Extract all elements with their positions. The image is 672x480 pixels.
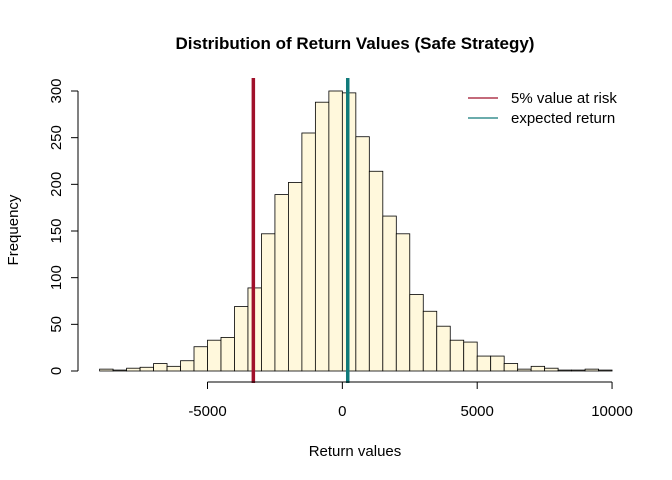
x-tick-label: 10000 <box>591 403 633 420</box>
histogram-bar <box>288 182 303 372</box>
x-tick-label: 5000 <box>461 403 494 420</box>
x-axis-label: Return values <box>309 443 402 460</box>
histogram-bar <box>234 306 249 372</box>
y-axis: 0 50 100 150 200 250 300 <box>48 78 79 375</box>
histogram-bar <box>503 363 519 372</box>
histogram-bar <box>261 233 276 372</box>
reference-lines <box>251 78 350 383</box>
histogram-bar <box>436 325 451 372</box>
histogram-bar <box>598 369 613 372</box>
histogram-bar <box>112 369 127 372</box>
x-axis: -5000 0 5000 10000 <box>188 381 633 420</box>
histogram-bar <box>166 365 181 372</box>
histogram-bar <box>328 90 343 372</box>
y-tick-label: 0 <box>48 367 65 375</box>
histogram-bar <box>126 367 141 372</box>
histogram-bar <box>490 355 505 372</box>
histogram-bar <box>544 367 559 372</box>
y-tick-label: 300 <box>48 78 65 103</box>
histogram-bar <box>301 132 316 372</box>
histogram-bar <box>449 339 465 372</box>
y-tick-label: 250 <box>48 125 65 150</box>
histogram-bar <box>153 363 168 372</box>
histogram-bar <box>368 170 384 372</box>
x-tick-label: 0 <box>338 403 346 420</box>
histogram-bar <box>517 368 532 372</box>
y-tick-label: 200 <box>48 172 65 197</box>
histogram-bar <box>314 101 330 372</box>
legend-label: 5% value at risk <box>511 90 617 107</box>
histogram-bar <box>530 365 546 372</box>
histogram-bar <box>557 369 572 372</box>
histogram-bar <box>355 136 370 372</box>
histogram-bar <box>571 369 586 372</box>
y-tick-label: 100 <box>48 265 65 290</box>
histogram-bar <box>180 360 195 372</box>
histogram-bars <box>99 90 613 372</box>
histogram-bar <box>476 355 492 372</box>
histogram-bar <box>220 336 235 372</box>
histogram-bar <box>409 294 424 372</box>
legend: 5% value at risk expected return <box>468 90 617 127</box>
histogram-bar <box>139 366 154 372</box>
histogram-bar <box>207 339 222 372</box>
histogram-bar <box>584 368 599 372</box>
y-tick-label: 50 <box>48 316 65 333</box>
histogram-bar <box>274 194 289 372</box>
legend-label: expected return <box>511 110 615 127</box>
histogram-bar <box>422 310 438 372</box>
histogram-bar <box>193 346 208 372</box>
chart-title: Distribution of Return Values (Safe Stra… <box>176 34 535 53</box>
x-tick-label: -5000 <box>188 403 226 420</box>
y-axis-label: Frequency <box>5 194 22 265</box>
y-tick-label: 150 <box>48 218 65 243</box>
histogram-bar <box>463 341 478 372</box>
histogram-bar <box>382 215 397 372</box>
histogram-bar <box>99 368 114 372</box>
histogram-bar <box>395 233 411 372</box>
